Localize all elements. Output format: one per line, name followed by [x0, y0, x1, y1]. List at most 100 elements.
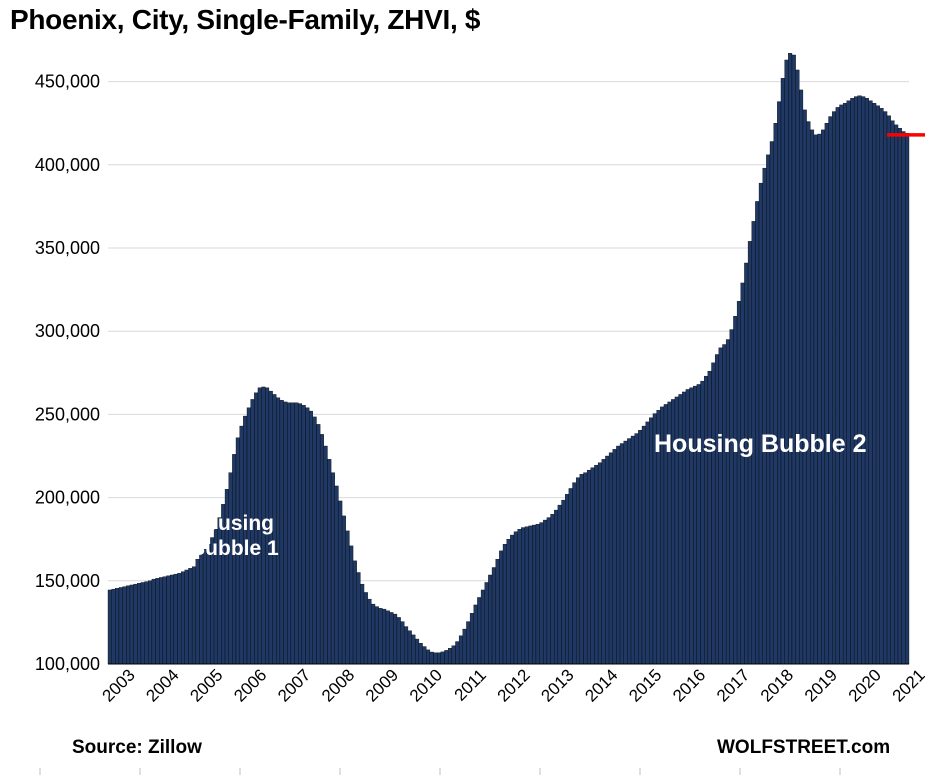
bar: [557, 504, 562, 665]
bar: [115, 588, 120, 665]
bar: [393, 613, 398, 665]
bar: [788, 53, 793, 665]
bar: [506, 539, 511, 665]
x-tick-label: 2017: [713, 665, 753, 705]
bar: [338, 500, 343, 665]
x-tick-label: 2007: [274, 665, 314, 705]
bar: [444, 650, 449, 665]
bar: [126, 585, 131, 665]
bar: [846, 100, 851, 665]
bar: [711, 362, 716, 665]
bar: [905, 133, 910, 665]
bar: [349, 545, 354, 665]
bar: [693, 385, 698, 665]
bar: [458, 635, 463, 665]
bar: [429, 651, 434, 665]
bar: [828, 116, 833, 665]
bar: [404, 626, 409, 665]
bar: [316, 424, 321, 665]
bar: [579, 474, 584, 665]
bar: [890, 120, 895, 665]
bar: [872, 103, 877, 665]
bar: [725, 339, 730, 665]
x-tick-label: 2020: [845, 665, 885, 705]
bar-series: [107, 53, 910, 665]
bar: [418, 643, 423, 665]
bar: [466, 621, 471, 665]
bar: [853, 96, 858, 665]
bar: [894, 124, 899, 665]
bar: [330, 472, 335, 665]
source-note: Source: Zillow: [72, 737, 202, 758]
bar: [301, 405, 306, 665]
bar: [382, 608, 387, 665]
bar: [722, 344, 727, 665]
bar: [451, 645, 456, 665]
bar: [700, 380, 705, 665]
bar: [385, 610, 390, 665]
bar: [360, 583, 365, 665]
bar: [550, 514, 555, 665]
x-tick-label: 2004: [142, 665, 182, 705]
bar: [462, 628, 467, 665]
bar: [740, 282, 745, 665]
bar: [623, 440, 628, 665]
bar: [616, 445, 621, 665]
bar: [202, 549, 207, 665]
bar: [389, 612, 394, 665]
bar: [583, 472, 588, 665]
x-tick-label: 2006: [230, 665, 270, 705]
chart-title: Phoenix, City, Single-Family, ZHVI, $: [10, 4, 481, 35]
bar: [806, 121, 811, 665]
bar: [166, 575, 171, 665]
bar: [810, 129, 815, 665]
bar: [334, 485, 339, 665]
bar: [729, 329, 734, 665]
bar: [528, 525, 533, 665]
bar: [802, 109, 807, 665]
bar: [868, 100, 873, 665]
bar: [568, 488, 573, 665]
bar: [426, 649, 431, 665]
bar: [173, 573, 178, 665]
bar: [850, 98, 855, 665]
bar: [122, 586, 127, 665]
bar: [524, 526, 529, 665]
y-tick-label: 450,000: [35, 72, 100, 92]
bar: [630, 435, 635, 665]
bar: [857, 95, 862, 665]
bar: [440, 651, 445, 665]
bar: [407, 630, 412, 665]
bar: [561, 499, 566, 665]
bar: [323, 445, 328, 665]
bar: [180, 571, 185, 665]
bar: [195, 558, 200, 665]
bar: [228, 472, 233, 665]
bar: [484, 582, 489, 665]
bar: [148, 580, 153, 665]
bar: [565, 494, 570, 665]
bar: [312, 416, 317, 665]
bar: [634, 433, 639, 665]
bar: [641, 425, 646, 665]
bar: [411, 634, 416, 665]
bar: [601, 459, 606, 665]
bar: [791, 54, 796, 665]
x-tick-label: 2018: [757, 665, 797, 705]
bar: [473, 604, 478, 665]
bar: [795, 69, 800, 665]
x-tick-label: 2012: [494, 665, 534, 705]
bar: [371, 603, 376, 665]
x-tick-label: 2013: [537, 665, 577, 705]
y-tick-label: 350,000: [35, 238, 100, 258]
annotation-housing-bubble-1: Housing Bubble 1: [190, 512, 279, 561]
bar: [769, 141, 774, 665]
bar: [773, 123, 778, 665]
bar: [821, 129, 826, 665]
bar: [206, 544, 211, 665]
y-tick-label: 200,000: [35, 488, 100, 508]
bar: [875, 105, 880, 665]
bar: [177, 573, 182, 665]
bar: [619, 443, 624, 665]
bar: [319, 434, 324, 665]
